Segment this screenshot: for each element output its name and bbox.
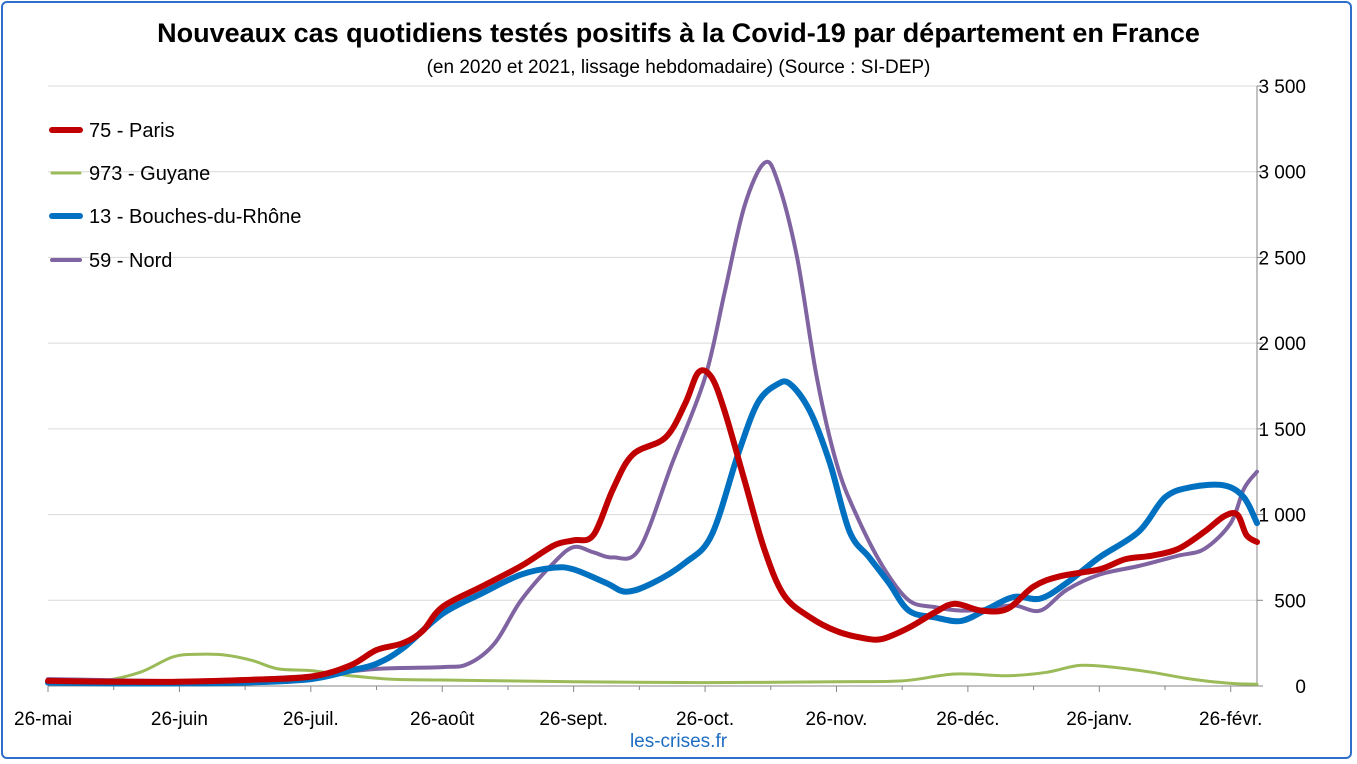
series-line-2 (45, 378, 1260, 687)
x-tick-label: 26-mai (14, 709, 72, 730)
axes (47, 85, 1263, 692)
y-tick-label: 3 000 (1258, 163, 1306, 184)
legend: 75 - Paris 973 - Guyane 13 - Bouches-du-Rh… (49, 120, 301, 272)
legend-label-1: 973 - Guyane (89, 163, 210, 185)
y-tick-label: 500 (1274, 591, 1306, 612)
y-tick-label: 1 500 (1258, 420, 1306, 441)
x-tick-label: 26-déc. (936, 709, 999, 730)
chart-credit: les-crises.fr (629, 731, 728, 752)
series-line-1 (46, 652, 1259, 686)
x-tick-label: 26-août (410, 709, 475, 730)
x-tick-labels: 26-mai 26-juin 26-juil. 26-août 26-sept. 26-o… (14, 709, 1262, 730)
series-lines (45, 159, 1260, 687)
x-tick-label: 26-juin (151, 709, 208, 730)
x-tick-label: 26-juil. (283, 709, 339, 730)
y-tick-label: 0 (1295, 677, 1306, 698)
y-tick-label: 2 000 (1258, 334, 1306, 355)
y-tick-labels: 0 500 1 000 1 500 2 000 2 500 3 000 3 500 (1258, 77, 1306, 698)
x-tick-label: 26-sept. (539, 709, 608, 730)
legend-label-0: 75 - Paris (89, 120, 175, 142)
series-line-3 (46, 159, 1259, 684)
x-tick-label: 26-févr. (1199, 709, 1262, 730)
chart-subtitle: (en 2020 et 2021, lissage hebdomadaire) … (426, 57, 931, 78)
y-tick-label: 2 500 (1258, 248, 1306, 269)
legend-label-3: 59 - Nord (89, 250, 172, 272)
series-line-0 (45, 367, 1260, 685)
chart-title: Nouveaux cas quotidiens testés positifs … (157, 18, 1200, 48)
x-tick-label: 26-janv. (1066, 709, 1132, 730)
x-tick-label: 26-nov. (805, 709, 867, 730)
legend-label-2: 13 - Bouches-du-Rhône (89, 206, 301, 228)
x-tick-label: 26-oct. (676, 709, 734, 730)
y-tick-label: 1 000 (1258, 506, 1306, 527)
gridlines (48, 85, 1257, 601)
y-tick-label: 3 500 (1258, 77, 1306, 98)
